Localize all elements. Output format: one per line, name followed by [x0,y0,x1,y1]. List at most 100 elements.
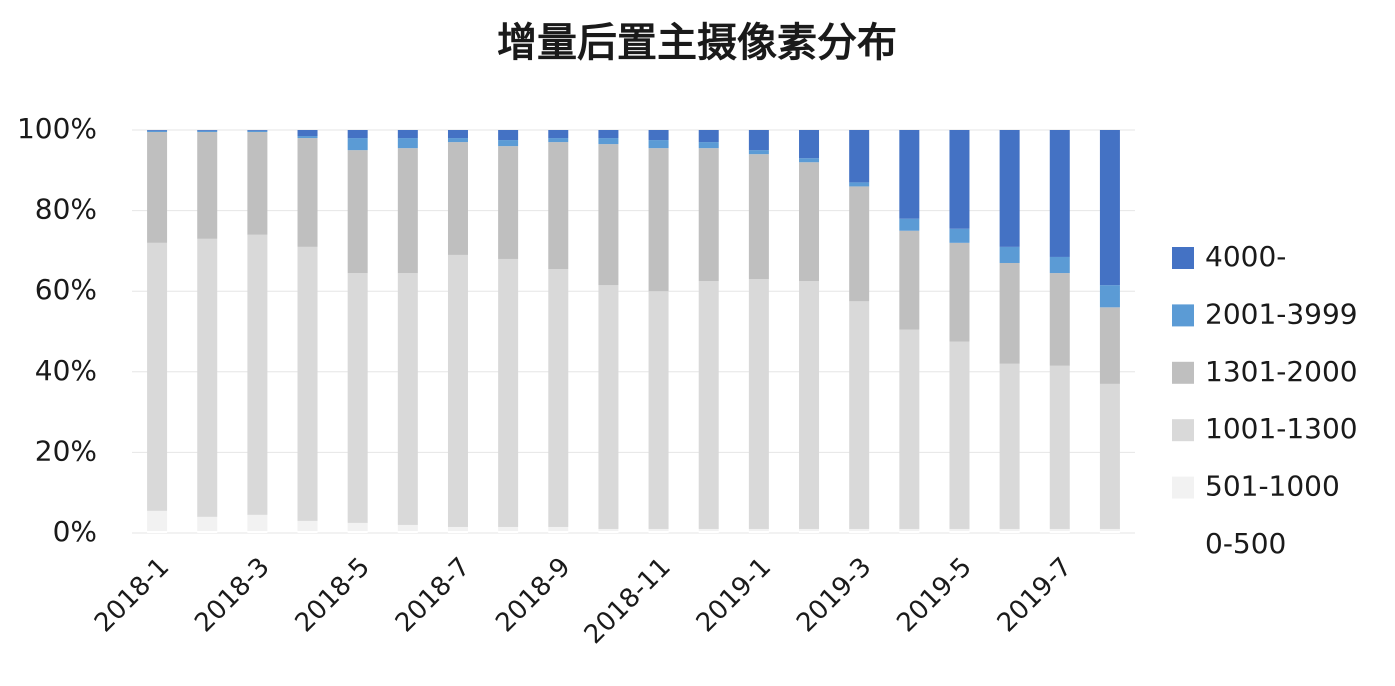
legend-marker [1172,476,1194,499]
bar-segment [849,528,870,531]
legend-marker [1172,361,1194,384]
bar-segment [197,130,218,131]
bar-segment [598,138,619,145]
bar-segment [698,530,719,533]
bar-segment [297,246,318,521]
chart-title: 增量后置主摄像素分布 [497,20,897,66]
x-tick-label: 2018-1 [89,552,175,638]
y-tick-label: 40% [35,354,97,387]
legend-marker [1172,534,1194,556]
y-tick-label: 80% [35,193,97,226]
bar-segment [648,148,669,292]
bar-segment [548,526,569,531]
bar-segment [397,273,418,525]
bar-segment [748,130,769,151]
bar-segment [247,514,268,531]
bar-segment [147,510,168,531]
bar-segment [949,130,970,229]
bar-segment [347,138,368,151]
bar-segment [147,242,168,511]
bar-segment [197,132,218,239]
bar-segment [147,132,168,243]
bar-segment [1049,528,1070,531]
bar-segment [899,218,920,231]
bar-segment [247,132,268,235]
bar-segment [949,341,970,529]
bar-segment [849,530,870,533]
bar-segment [648,530,669,533]
x-tick-label: 2019-3 [791,552,877,638]
bar-segment [1049,256,1070,274]
bar-segment [899,230,920,330]
bar-segment [799,162,820,282]
bar-segment [397,524,418,531]
legend-label: 1001-1300 [1205,412,1358,445]
bar-segment [548,142,569,270]
bar-segment [147,130,168,133]
bar-segment [598,285,619,529]
bar-segment [1049,365,1070,529]
x-tick-label: 2019-7 [992,552,1078,638]
bar-segment [147,530,168,533]
bar-segment [1099,530,1120,533]
x-tick-label: 2019-5 [891,552,977,638]
bar-segment [247,130,268,133]
y-tick-label: 20% [35,434,97,467]
bar-segment [899,130,920,219]
bar-segment [849,186,870,302]
bar-segment [498,530,519,533]
y-tick-label: 100% [17,112,97,145]
bar-segment [598,528,619,531]
bar-segment [147,130,168,131]
y-tick-label: 60% [35,273,97,306]
bar-segment [999,530,1020,533]
x-tick-label: 2018-7 [390,552,476,638]
bar-segment [1099,383,1120,529]
bar-segment [949,228,970,243]
bar-segment [698,528,719,531]
bar-segment [347,522,368,531]
bar-segment [347,130,368,139]
bar-segment [247,130,268,131]
bar-segment [598,130,619,139]
bar-segment [999,363,1020,529]
bar-segment [1099,307,1120,384]
bar-segment [498,130,519,141]
bar-segment [899,329,920,529]
bar-segment [799,130,820,159]
x-tick-label: 2019-1 [691,552,777,638]
bar-segment [1099,285,1120,308]
bar-segment [197,238,218,517]
bar-segment [548,138,569,143]
bar-segment [799,158,820,163]
bar-segment [999,528,1020,531]
bar-segment [598,530,619,533]
bar-segment [949,530,970,533]
bar-segment [297,130,318,137]
bar-segment [447,530,468,533]
bar-segment [347,530,368,533]
bar-segment [1049,273,1070,366]
bar-segment [1049,530,1070,533]
bar-segment [297,530,318,533]
bar-segment [498,140,519,147]
bar-segment [548,269,569,527]
bar-segment [999,262,1020,364]
bar-segment [498,526,519,531]
bar-segment [899,528,920,531]
x-tick-label: 2018-11 [579,552,677,650]
bar-segment [698,281,719,529]
bar-segment [397,138,418,149]
legend-label: 0-500 [1205,527,1286,560]
bar-segment [397,148,418,274]
y-tick-label: 0% [53,515,97,548]
legend-label: 501-1000 [1205,470,1340,503]
bar-segment [447,142,468,255]
bar-segment [748,528,769,531]
bar-segment [849,301,870,529]
legend-label: 1301-2000 [1205,355,1358,388]
bar-segment [247,234,268,515]
bar-segment [397,130,418,139]
